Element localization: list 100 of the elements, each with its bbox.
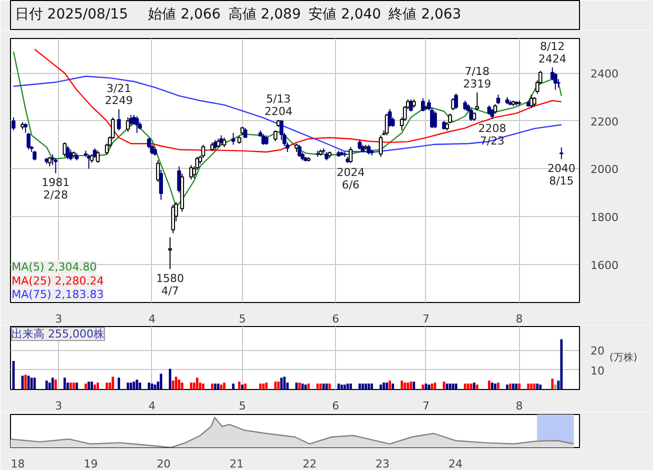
x-tick-label: 4 bbox=[148, 400, 156, 412]
bar bbox=[518, 384, 520, 390]
candlestick bbox=[243, 128, 248, 138]
bar bbox=[340, 384, 343, 390]
y-axis-title: (万株) bbox=[609, 352, 638, 364]
bar bbox=[196, 378, 198, 390]
bar bbox=[497, 382, 500, 390]
bar bbox=[274, 382, 277, 390]
bar bbox=[560, 339, 563, 390]
text: MA(25) 2,280.24 bbox=[12, 274, 104, 288]
candlestick bbox=[560, 146, 564, 160]
bar bbox=[33, 378, 36, 390]
bar bbox=[112, 376, 114, 390]
annotation: 5/13 2204 bbox=[264, 92, 292, 118]
bar bbox=[72, 382, 75, 390]
annotation: 7/18 2319 bbox=[463, 65, 492, 90]
x-tick-label: 7 bbox=[422, 312, 430, 326]
candlestick bbox=[274, 130, 278, 142]
text: 高値 2,089 bbox=[228, 6, 301, 22]
candlestick bbox=[454, 92, 458, 110]
annotation: 3/21 2249 bbox=[104, 82, 133, 108]
bar bbox=[132, 382, 136, 390]
candlestick bbox=[156, 160, 160, 182]
y-tick-label: 20 bbox=[590, 344, 604, 358]
bar bbox=[362, 384, 364, 390]
bar bbox=[554, 384, 557, 390]
bar bbox=[126, 382, 130, 390]
bar bbox=[533, 384, 536, 390]
bar bbox=[470, 384, 472, 390]
bar bbox=[214, 384, 216, 390]
bar bbox=[358, 384, 361, 390]
chart-title: 出来高 255,000株 bbox=[12, 328, 104, 340]
x-tick-label: 20 bbox=[156, 458, 171, 470]
x-tick-label: 3 bbox=[55, 312, 62, 326]
bar bbox=[410, 382, 412, 390]
x-tick-label: 6 bbox=[332, 312, 340, 326]
bar bbox=[527, 384, 530, 390]
bar bbox=[512, 384, 514, 390]
bar bbox=[328, 384, 331, 390]
bar bbox=[130, 382, 132, 390]
text: 始値 2,066 bbox=[148, 6, 221, 22]
bar bbox=[316, 384, 319, 390]
candlestick bbox=[222, 137, 226, 148]
bar bbox=[202, 384, 204, 390]
bar bbox=[368, 384, 370, 390]
bar bbox=[106, 382, 108, 390]
bar bbox=[422, 384, 424, 390]
candlestick bbox=[171, 204, 175, 234]
x-tick-label: 8 bbox=[516, 400, 523, 412]
candlestick bbox=[264, 134, 268, 146]
bar bbox=[380, 384, 382, 390]
candlestick bbox=[159, 169, 163, 200]
x-tick-label: 3 bbox=[55, 400, 62, 412]
bar bbox=[232, 384, 234, 390]
bar bbox=[412, 382, 416, 390]
text: 終値 2,063 bbox=[388, 6, 462, 22]
bar bbox=[506, 384, 508, 390]
bar bbox=[88, 382, 90, 390]
x-tick-label: 19 bbox=[84, 458, 98, 470]
x-tick-label: 6 bbox=[332, 400, 340, 412]
x-tick-label: 22 bbox=[302, 458, 317, 470]
bar bbox=[454, 384, 458, 390]
bar bbox=[265, 382, 268, 390]
bar bbox=[168, 368, 172, 390]
annotation: 8/12 2424 bbox=[538, 40, 566, 66]
y-tick-label: 1600 bbox=[590, 258, 618, 272]
y-tick-label: 2400 bbox=[590, 68, 618, 81]
bar bbox=[94, 384, 96, 390]
bar bbox=[536, 384, 539, 390]
bar bbox=[530, 384, 533, 390]
candlestick bbox=[135, 116, 139, 134]
candlestick bbox=[54, 157, 58, 174]
text: 日付 2025/08/15 bbox=[14, 6, 128, 22]
bar bbox=[24, 374, 27, 390]
bar bbox=[346, 384, 349, 390]
annotation: 2024 6/6 bbox=[336, 166, 365, 192]
bar bbox=[322, 384, 325, 390]
bar bbox=[136, 380, 138, 390]
bar bbox=[172, 380, 174, 390]
bar bbox=[241, 384, 244, 390]
bar bbox=[307, 384, 310, 390]
annotation: 1981 2/28 bbox=[42, 176, 70, 202]
candlestick bbox=[388, 108, 392, 128]
bar bbox=[404, 382, 406, 390]
bar bbox=[349, 384, 352, 390]
bar bbox=[244, 384, 247, 390]
bar bbox=[70, 382, 72, 390]
text: MA(5) 2,304.80 bbox=[12, 260, 97, 274]
candlestick bbox=[26, 132, 30, 150]
bar bbox=[174, 376, 178, 390]
bar bbox=[452, 384, 454, 390]
bar bbox=[364, 384, 367, 390]
bar bbox=[370, 384, 373, 390]
x-tick-label: 23 bbox=[376, 458, 390, 470]
bar bbox=[337, 384, 340, 390]
bar bbox=[488, 380, 490, 390]
candlestick bbox=[48, 156, 52, 167]
x-tick-label: 8 bbox=[516, 312, 523, 326]
bar bbox=[45, 380, 48, 390]
bar bbox=[76, 382, 78, 390]
